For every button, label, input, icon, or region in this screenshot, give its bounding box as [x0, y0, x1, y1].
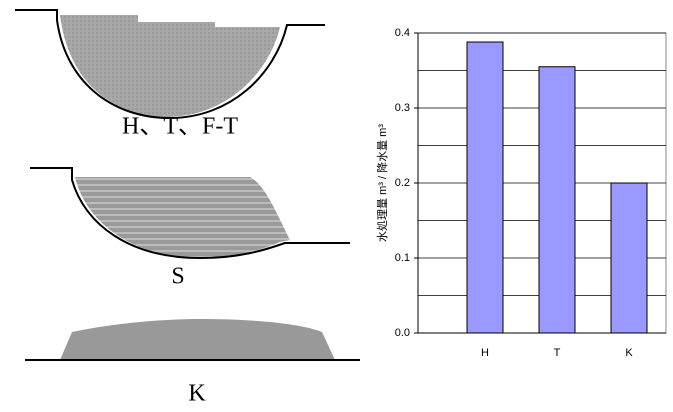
x-tick-label: T [554, 347, 561, 359]
diagram-label: K [188, 381, 206, 407]
page: H、T、F-T S K 水処理量 m³ / 降水量 m³ 0.0 0.1 0.2 0.… [0, 0, 673, 412]
y-tick-label: 0.2 [395, 177, 410, 189]
bar-chart: 水処理量 m³ / 降水量 m³ 0.0 0.1 0.2 0.3 0.4 H T K [375, 27, 666, 359]
y-axis-label: 水処理量 m³ / 降水量 m³ [375, 124, 389, 242]
x-tick-label: H [481, 347, 489, 359]
diagram-label: S [171, 264, 184, 290]
y-tick-label: 0.1 [395, 252, 410, 264]
x-tick-label: K [625, 347, 633, 359]
diagram-k: K [25, 319, 360, 407]
bar [467, 42, 503, 333]
y-tick-label: 0.4 [395, 27, 410, 39]
diagram-h-t-ft: H、T、F-T [15, 10, 325, 140]
bar [611, 183, 647, 333]
y-tick-label: 0.3 [395, 102, 410, 114]
bar [539, 67, 575, 333]
diagram-label: H、T、F-T [122, 114, 238, 140]
y-tick-label: 0.0 [395, 327, 410, 339]
diagram-s: S [30, 168, 350, 290]
water-fill [75, 177, 290, 258]
mound [60, 319, 335, 360]
figure: H、T、F-T S K 水処理量 m³ / 降水量 m³ 0.0 0.1 0.2 0.… [0, 0, 673, 412]
water-fill [60, 15, 280, 117]
